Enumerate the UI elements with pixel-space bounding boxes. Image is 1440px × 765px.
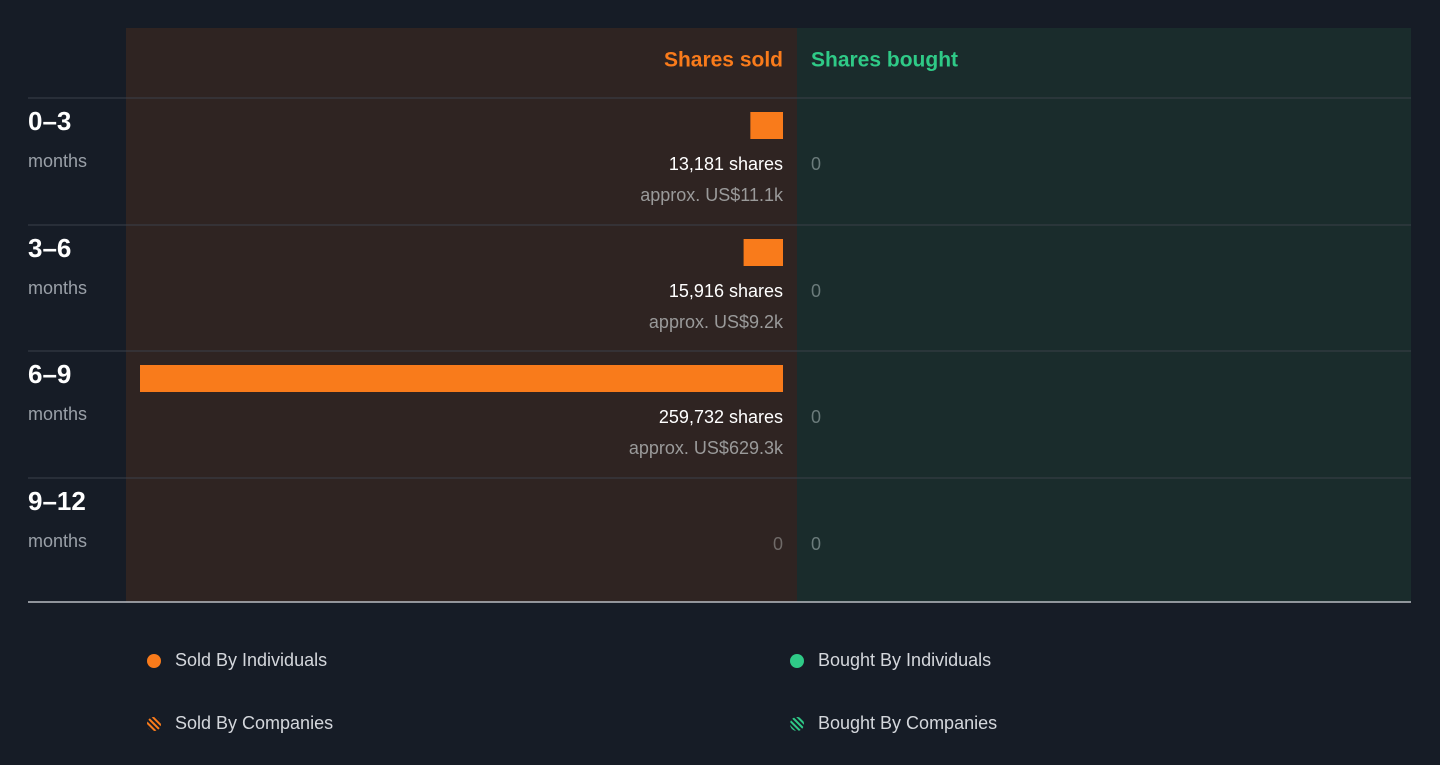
legend-label: Sold By Individuals [175,650,327,670]
legend-label: Bought By Individuals [818,650,991,670]
sold-value-label: approx. US$629.3k [629,438,784,458]
period-unit: months [28,278,87,298]
sold-value-label: approx. US$9.2k [649,312,784,332]
sold-shares-label: 259,732 shares [659,407,783,427]
legend-label: Bought By Companies [818,713,997,733]
period-label: 3–6 [28,233,71,263]
sold-shares-label: 13,181 shares [669,154,783,174]
period-unit: months [28,151,87,171]
period-label: 6–9 [28,359,71,389]
period-unit: months [28,531,87,551]
bar [140,365,783,392]
sold-panel [126,28,797,602]
bought-label: 0 [811,534,821,554]
sold-shares-label: 15,916 shares [669,281,783,301]
bar [750,112,783,139]
bought-panel [797,28,1411,602]
sold-value-label: approx. US$11.1k [640,185,784,205]
bought-label: 0 [811,154,821,174]
bar [743,239,783,266]
period-label: 0–3 [28,106,71,136]
sold-zero-label: 0 [773,534,783,554]
bought-header: Shares bought [811,49,958,72]
legend-swatch [147,654,161,668]
legend-swatch [790,654,804,668]
period-unit: months [28,404,87,424]
legend-swatch [790,717,804,731]
period-label: 9–12 [28,486,86,516]
sold-header: Shares sold [664,49,783,72]
legend-label: Sold By Companies [175,713,333,733]
bought-label: 0 [811,407,821,427]
bought-label: 0 [811,281,821,301]
legend-swatch [147,717,161,731]
